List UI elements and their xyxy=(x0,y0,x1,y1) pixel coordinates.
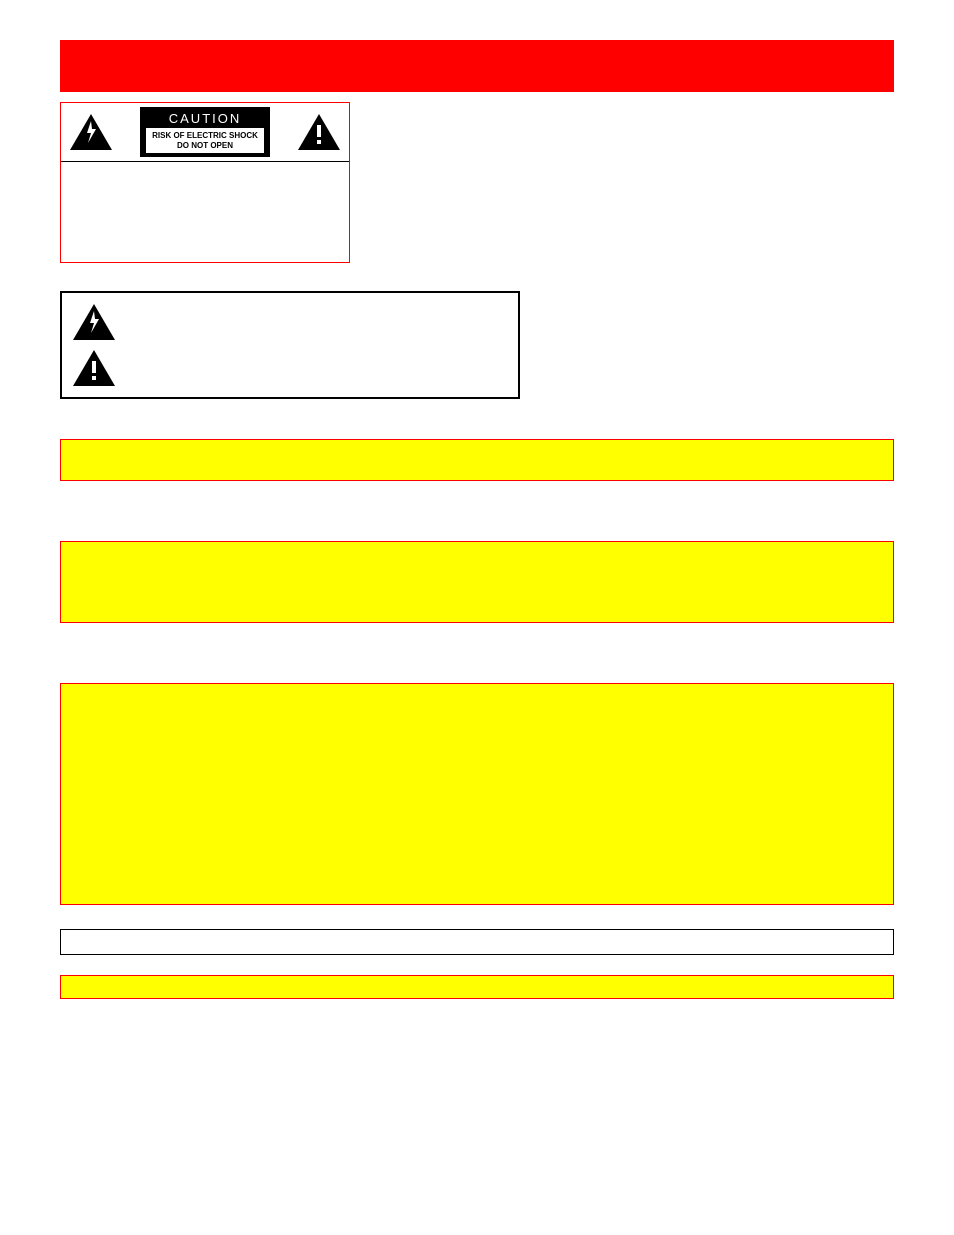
symbol-row xyxy=(72,299,508,345)
caution-sub-line1: RISK OF ELECTRIC SHOCK xyxy=(152,131,258,140)
highlight-box xyxy=(60,683,894,905)
lightning-triangle-icon xyxy=(69,113,113,151)
symbol-row xyxy=(72,345,508,391)
highlight-box xyxy=(60,439,894,481)
exclamation-triangle-icon xyxy=(72,349,116,387)
outline-box xyxy=(60,929,894,955)
caution-sub-line2: DO NOT OPEN xyxy=(177,141,233,150)
warning-banner xyxy=(60,40,894,92)
caution-card: CAUTION RISK OF ELECTRIC SHOCK DO NOT OP… xyxy=(60,102,350,263)
caution-header-row: CAUTION RISK OF ELECTRIC SHOCK DO NOT OP… xyxy=(61,103,349,162)
symbol-text xyxy=(126,303,508,341)
caution-lower-panel xyxy=(61,162,349,262)
caution-sub-text: RISK OF ELECTRIC SHOCK DO NOT OPEN xyxy=(146,128,264,153)
highlight-box xyxy=(60,975,894,999)
symbol-explanation-box xyxy=(60,291,520,399)
caution-label: CAUTION RISK OF ELECTRIC SHOCK DO NOT OP… xyxy=(140,107,270,157)
lightning-triangle-icon xyxy=(72,303,116,341)
caution-header-text: CAUTION xyxy=(146,111,264,126)
exclamation-triangle-icon xyxy=(297,113,341,151)
symbol-text xyxy=(126,349,508,387)
highlight-box xyxy=(60,541,894,623)
